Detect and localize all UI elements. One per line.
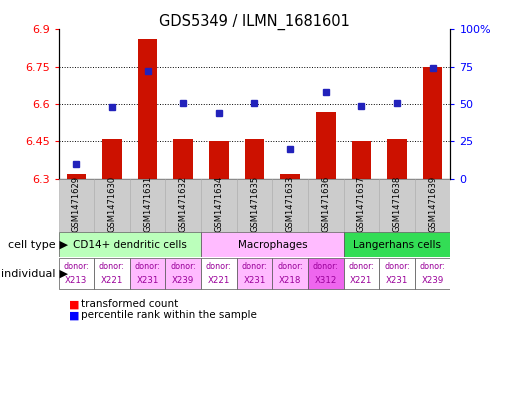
Text: individual: individual (2, 268, 56, 279)
Bar (138, 39, 157, 179)
Bar (379, 258, 415, 289)
Bar (344, 179, 379, 232)
Text: GSM1471635: GSM1471635 (250, 176, 259, 232)
Text: GSM1471632: GSM1471632 (179, 176, 188, 232)
Text: X312: X312 (315, 276, 337, 285)
Bar (201, 258, 237, 289)
Bar (352, 141, 371, 179)
Text: CD14+ dendritic cells: CD14+ dendritic cells (73, 240, 187, 250)
Text: cell type: cell type (8, 240, 56, 250)
Bar (94, 258, 130, 289)
Bar (308, 258, 344, 289)
Text: GSM1471639: GSM1471639 (428, 176, 437, 232)
Text: ▶: ▶ (56, 268, 68, 279)
Text: donor:: donor: (170, 262, 196, 271)
Bar (272, 258, 308, 289)
Bar (272, 179, 308, 232)
Text: ▶: ▶ (56, 240, 68, 250)
Text: GSM1471631: GSM1471631 (143, 176, 152, 232)
Text: GSM1471634: GSM1471634 (214, 176, 223, 232)
Text: X221: X221 (208, 276, 230, 285)
Text: X218: X218 (279, 276, 301, 285)
Text: X231: X231 (386, 276, 408, 285)
Text: percentile rank within the sample: percentile rank within the sample (81, 310, 258, 320)
Text: GSM1471637: GSM1471637 (357, 176, 366, 232)
Bar (344, 258, 379, 289)
Bar (308, 179, 344, 232)
Text: GSM1471629: GSM1471629 (72, 176, 81, 232)
Bar (165, 258, 201, 289)
Bar (387, 139, 407, 179)
Bar (165, 179, 201, 232)
Text: X221: X221 (350, 276, 373, 285)
Bar (201, 179, 237, 232)
Text: donor:: donor: (348, 262, 375, 271)
Bar (130, 179, 165, 232)
Text: X239: X239 (172, 276, 194, 285)
Bar (94, 179, 130, 232)
Bar (280, 174, 300, 179)
Text: donor:: donor: (206, 262, 232, 271)
Text: GSM1471638: GSM1471638 (392, 176, 402, 232)
Text: Macrophages: Macrophages (238, 240, 307, 250)
Text: donor:: donor: (277, 262, 303, 271)
Bar (67, 174, 86, 179)
Bar (59, 232, 201, 257)
Bar (237, 258, 272, 289)
Bar (102, 139, 122, 179)
Text: X239: X239 (421, 276, 444, 285)
Bar (237, 179, 272, 232)
Text: GSM1471633: GSM1471633 (286, 176, 295, 232)
Text: ■: ■ (69, 310, 79, 320)
Bar (423, 67, 442, 179)
Bar (130, 258, 165, 289)
Bar (209, 141, 229, 179)
Text: GDS5349 / ILMN_1681601: GDS5349 / ILMN_1681601 (159, 14, 350, 30)
Text: X221: X221 (101, 276, 123, 285)
Text: donor:: donor: (134, 262, 161, 271)
Bar (245, 139, 264, 179)
Bar (415, 179, 450, 232)
Text: donor:: donor: (419, 262, 446, 271)
Text: Langerhans cells: Langerhans cells (353, 240, 441, 250)
Bar (316, 112, 335, 179)
Text: X231: X231 (243, 276, 266, 285)
Bar (174, 139, 193, 179)
Text: donor:: donor: (384, 262, 410, 271)
Text: donor:: donor: (241, 262, 268, 271)
Text: GSM1471636: GSM1471636 (321, 176, 330, 232)
Text: donor:: donor: (63, 262, 90, 271)
Bar (379, 179, 415, 232)
Bar (59, 258, 94, 289)
Text: transformed count: transformed count (81, 299, 179, 309)
Text: donor:: donor: (313, 262, 339, 271)
Text: ■: ■ (69, 299, 79, 309)
Text: X213: X213 (65, 276, 88, 285)
Bar (344, 232, 450, 257)
Text: GSM1471630: GSM1471630 (107, 176, 117, 232)
Bar (59, 179, 94, 232)
Text: donor:: donor: (99, 262, 125, 271)
Text: X231: X231 (136, 276, 159, 285)
Bar (415, 258, 450, 289)
Bar (201, 232, 344, 257)
